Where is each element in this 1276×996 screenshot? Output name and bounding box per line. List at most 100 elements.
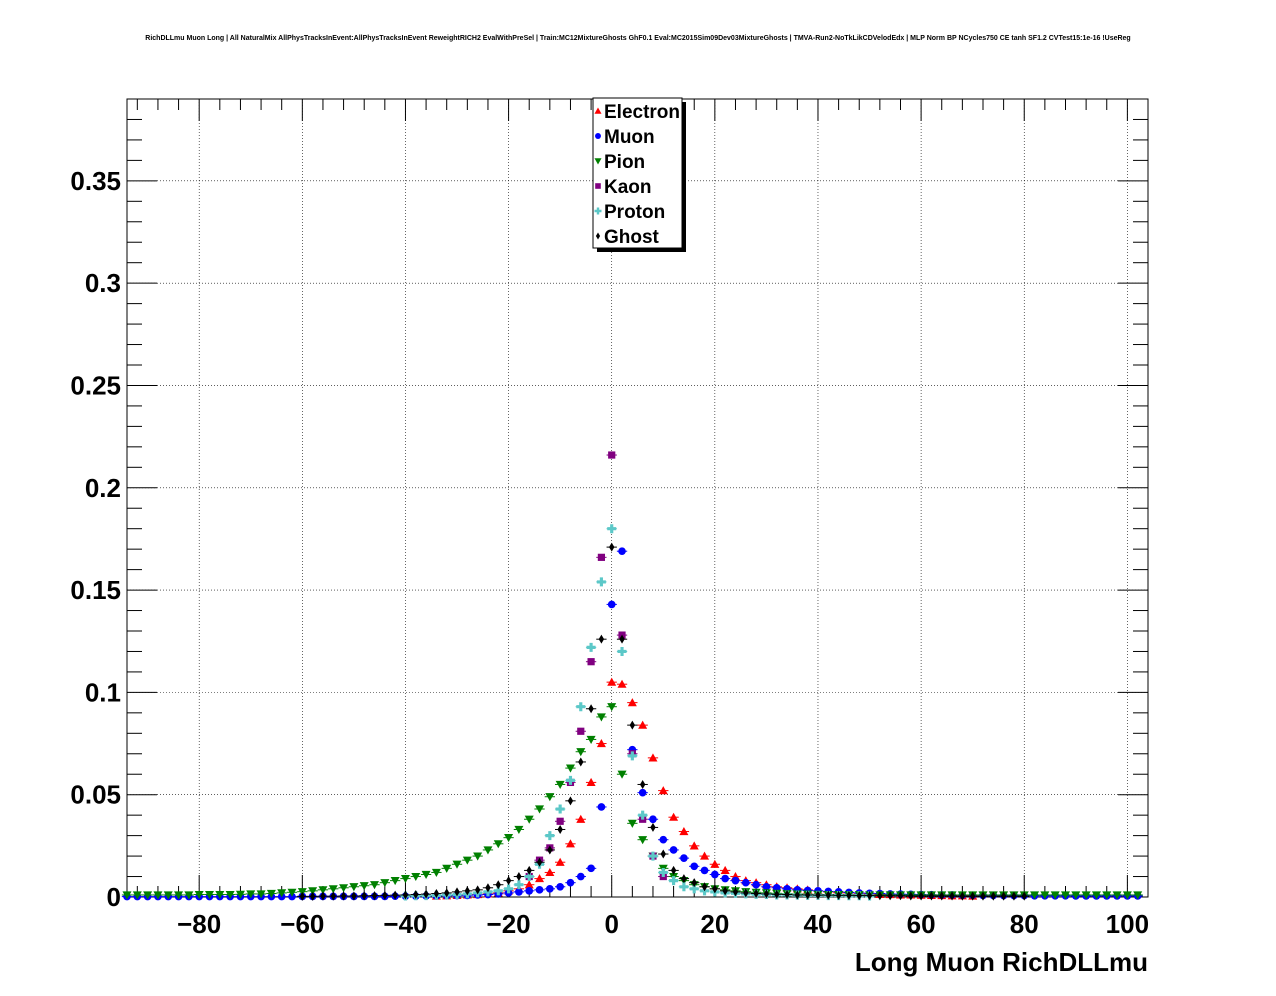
data-point-ghost — [371, 891, 378, 901]
data-point-electron — [535, 874, 545, 883]
data-point-pion — [277, 889, 287, 898]
data-point-ghost — [866, 891, 873, 901]
x-tick-label: 40 — [804, 909, 833, 939]
y-tick-label: 0 — [107, 882, 121, 912]
data-point-pion — [1060, 891, 1070, 900]
data-point-pion — [1030, 891, 1040, 900]
data-point-kaon — [577, 727, 585, 735]
data-point-ghost — [516, 872, 522, 882]
x-tick-label: −20 — [487, 909, 531, 939]
data-point-muon — [649, 815, 657, 824]
x-axis-title: Long Muon RichDLLmu — [855, 947, 1148, 977]
data-point-ghost — [804, 890, 811, 900]
legend-marker-muon — [595, 133, 601, 139]
data-point-ghost — [320, 891, 326, 901]
data-point-kaon — [597, 553, 606, 561]
data-point-pion — [411, 872, 421, 882]
x-tick-label: 0 — [604, 909, 618, 939]
data-point-ghost — [856, 891, 862, 901]
data-point-pion — [431, 868, 441, 877]
data-point-ghost — [578, 757, 584, 767]
data-point-pion — [627, 819, 637, 828]
data-point-pion — [287, 888, 297, 897]
data-point-pion — [359, 882, 369, 891]
data-point-electron — [658, 786, 668, 795]
data-point-pion — [607, 703, 617, 712]
data-point-electron — [648, 753, 658, 762]
data-point-pion — [163, 891, 173, 900]
legend-label-proton: Proton — [604, 202, 665, 223]
x-tick-label: −80 — [177, 909, 221, 939]
data-point-ghost — [382, 890, 388, 900]
x-tick-label: −40 — [383, 909, 427, 939]
data-point-pion — [565, 764, 575, 773]
data-point-pion — [1102, 891, 1112, 900]
data-point-ghost — [547, 845, 553, 855]
data-point-ghost — [1011, 891, 1017, 901]
data-point-pion — [1040, 891, 1050, 900]
data-point-pion — [339, 884, 349, 893]
data-point-proton — [689, 884, 699, 894]
data-point-muon — [659, 835, 668, 844]
data-point-proton — [514, 880, 524, 890]
data-point-ghost — [340, 891, 347, 901]
data-point-muon — [711, 870, 719, 879]
data-point-muon — [556, 882, 564, 891]
data-point-ghost — [557, 824, 563, 834]
x-tick-label: 80 — [1010, 909, 1039, 939]
x-tick-label: 100 — [1106, 909, 1149, 939]
data-point-ghost — [413, 890, 419, 900]
data-point-pion — [535, 805, 545, 814]
data-point-muon — [607, 600, 616, 609]
y-tick-label: 0.15 — [70, 575, 121, 605]
y-tick-label: 0.3 — [85, 268, 121, 298]
data-point-pion — [266, 889, 276, 899]
data-point-pion — [132, 891, 142, 900]
data-point-ghost — [701, 882, 708, 892]
data-point-ghost — [908, 891, 914, 901]
data-point-proton — [504, 884, 514, 894]
data-point-proton — [565, 775, 575, 785]
legend-label-ghost: Ghost — [604, 227, 660, 248]
data-point-ghost — [299, 891, 306, 901]
data-point-ghost — [969, 891, 976, 901]
legend-marker-pion — [594, 158, 602, 165]
data-point-proton — [669, 876, 679, 886]
data-point-pion — [555, 780, 565, 789]
legend-label-muon: Muon — [604, 127, 655, 148]
legend-label-electron: Electron — [604, 102, 680, 123]
data-point-proton — [607, 524, 617, 534]
data-point-ghost — [835, 890, 842, 900]
data-point-electron — [586, 777, 596, 787]
legend: Electron Muon Pion Kaon Proton Ghost — [592, 97, 686, 252]
data-point-ghost — [825, 890, 831, 900]
data-point-muon — [587, 864, 595, 873]
data-point-pion — [421, 870, 431, 879]
x-tick-label: 20 — [700, 909, 729, 939]
data-point-muon — [741, 878, 750, 887]
data-point-pion — [308, 887, 318, 896]
data-point-pion — [390, 877, 400, 886]
data-point-ghost — [732, 887, 739, 897]
data-point-ghost — [846, 890, 852, 900]
data-point-ghost — [928, 891, 935, 901]
data-point-pion — [235, 890, 245, 899]
data-point-pion — [215, 890, 225, 900]
data-point-electron — [617, 679, 627, 688]
data-point-ghost — [361, 891, 367, 901]
data-point-ghost — [784, 890, 790, 900]
data-point-proton — [617, 646, 627, 656]
data-point-ghost — [1000, 891, 1007, 901]
data-point-muon — [525, 887, 534, 895]
data-point-electron — [596, 739, 606, 748]
data-point-muon — [638, 788, 647, 797]
data-point-pion — [452, 860, 462, 869]
legend-box — [592, 97, 683, 249]
data-point-muon — [752, 880, 760, 889]
data-point-pion — [1133, 891, 1143, 900]
data-point-muon — [546, 884, 554, 893]
data-point-pion — [1071, 891, 1081, 900]
y-tick-label: 0.2 — [85, 473, 121, 503]
data-point-proton — [576, 702, 586, 712]
